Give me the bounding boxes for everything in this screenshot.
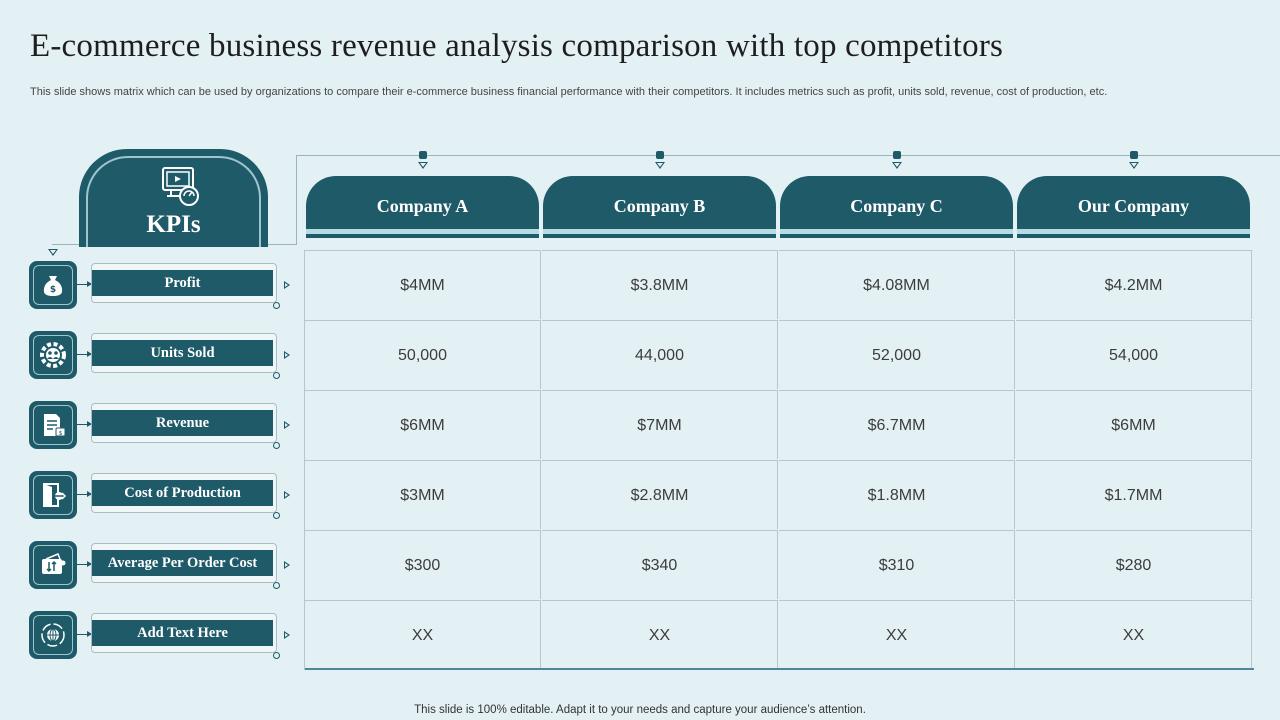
page-subtitle: This slide shows matrix which can be use… (30, 86, 1108, 98)
row-dot-icon (273, 372, 280, 379)
row-arrow-icon (77, 631, 92, 637)
monitor-gauge-icon (162, 167, 199, 206)
globe-cycle-icon (29, 611, 77, 659)
table-cell: XX (542, 600, 778, 669)
table-cell: 50,000 (305, 320, 541, 389)
column-header-company-c: Company C (780, 176, 1013, 238)
wallet-transfer-icon (29, 541, 77, 589)
column-header-our-company: Our Company (1017, 176, 1250, 238)
table-bottom-border (305, 668, 1254, 670)
table-cell: 44,000 (542, 320, 778, 389)
column-marker-icon (893, 151, 901, 159)
gear-people-icon (29, 331, 77, 379)
column-header-stripe (780, 229, 1013, 234)
column-pointer-icon (418, 162, 428, 169)
row-dot-icon (273, 582, 280, 589)
row-dot-icon (273, 652, 280, 659)
column-header-company-b: Company B (543, 176, 776, 238)
row-pointer-icon (284, 421, 290, 429)
table-cell: $4.08MM (779, 250, 1015, 319)
footer-note: This slide is 100% editable. Adapt it to… (414, 704, 866, 716)
column-pointer-icon (1129, 162, 1139, 169)
column-marker-icon (656, 151, 664, 159)
kpi-badge-border (86, 156, 261, 247)
column-header-stripe (1017, 229, 1250, 234)
row-label-average-per-order-cost: Average Per Order Cost (92, 550, 273, 576)
row-arrow-icon (77, 281, 92, 287)
row-label-cost-of-production: Cost of Production (92, 480, 273, 506)
table-cell: $310 (779, 530, 1015, 599)
row-label-revenue: Revenue (92, 410, 273, 436)
table-cell: $300 (305, 530, 541, 599)
row-label-units-sold: Units Sold (92, 340, 273, 366)
table-cell: $6MM (305, 390, 541, 459)
row-arrow-icon (77, 491, 92, 497)
svg-text:$: $ (59, 430, 63, 437)
table-cell: XX (1016, 600, 1252, 669)
table-cell: XX (305, 600, 541, 669)
row-arrow-icon (77, 351, 92, 357)
column-header-stripe (306, 229, 539, 234)
table-cell: $1.7MM (1016, 460, 1252, 529)
row-pointer-icon (284, 281, 290, 289)
table-cell: 54,000 (1016, 320, 1252, 389)
row-pointer-icon (284, 561, 290, 569)
column-pointer-icon (655, 162, 665, 169)
kpi-pointer-icon (48, 249, 58, 256)
row-arrow-icon (77, 421, 92, 427)
row-label-profit: Profit (92, 270, 273, 296)
row-pointer-icon (284, 491, 290, 499)
table-cell: $3MM (305, 460, 541, 529)
row-label-add-text-here: Add Text Here (92, 620, 273, 646)
row-dot-icon (273, 512, 280, 519)
header-connector-line (296, 155, 1280, 156)
row-pointer-icon (284, 631, 290, 639)
door-exit-icon (29, 471, 77, 519)
column-pointer-icon (892, 162, 902, 169)
kpi-connector-vertical (296, 156, 297, 245)
svg-text:$: $ (50, 285, 56, 295)
table-cell: 52,000 (779, 320, 1015, 389)
table-cell: $2.8MM (542, 460, 778, 529)
comparison-table: $4MM $3.8MM $4.08MM $4.2MM 50,000 44,000… (304, 250, 1254, 670)
table-cell: $6.7MM (779, 390, 1015, 459)
page-title: E-commerce business revenue analysis com… (30, 28, 1004, 64)
row-dot-icon (273, 442, 280, 449)
table-cell: $4MM (305, 250, 541, 319)
kpi-heading: KPIs (146, 211, 201, 238)
table-cell: XX (779, 600, 1015, 669)
document-dollar-icon: $ (29, 401, 77, 449)
table-cell: $6MM (1016, 390, 1252, 459)
column-header-stripe (543, 229, 776, 234)
table-cell: $280 (1016, 530, 1252, 599)
row-arrow-icon (77, 561, 92, 567)
column-marker-icon (419, 151, 427, 159)
table-cell: $1.8MM (779, 460, 1015, 529)
row-dot-icon (273, 302, 280, 309)
column-marker-icon (1130, 151, 1138, 159)
table-cell: $4.2MM (1016, 250, 1252, 319)
table-cell: $340 (542, 530, 778, 599)
table-cell: $3.8MM (542, 250, 778, 319)
row-pointer-icon (284, 351, 290, 359)
column-header-company-a: Company A (306, 176, 539, 238)
table-cell: $7MM (542, 390, 778, 459)
money-bag-icon: $ (29, 261, 77, 309)
